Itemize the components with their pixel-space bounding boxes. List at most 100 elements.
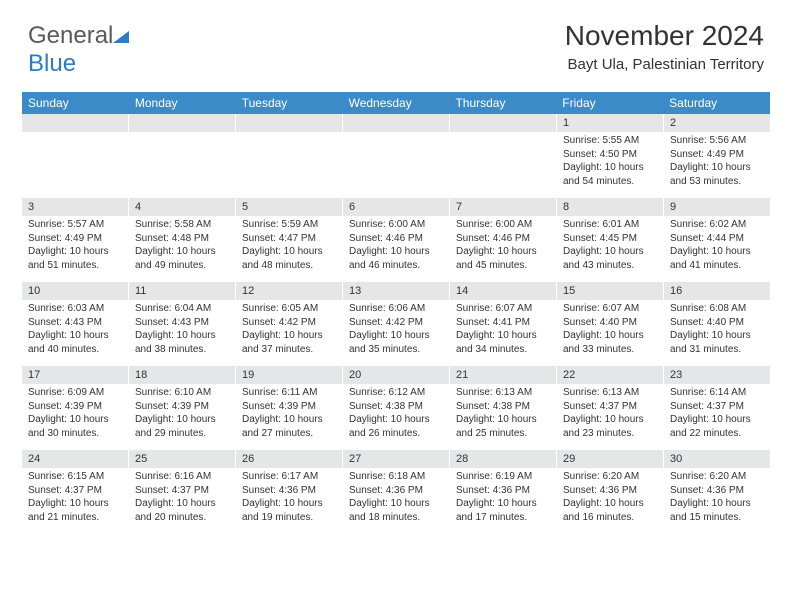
cell-body: Sunrise: 6:08 AMSunset: 4:40 PMDaylight:… [664, 300, 770, 362]
sunset-text: Sunset: 4:46 PM [349, 232, 443, 246]
calendar-cell: 25Sunrise: 6:16 AMSunset: 4:37 PMDayligh… [129, 450, 236, 534]
date-number: 30 [664, 450, 770, 468]
date-number: 28 [450, 450, 556, 468]
date-number: 9 [664, 198, 770, 216]
date-number: 11 [129, 282, 235, 300]
cell-body: Sunrise: 5:56 AMSunset: 4:49 PMDaylight:… [664, 132, 770, 194]
cell-body: Sunrise: 6:15 AMSunset: 4:37 PMDaylight:… [22, 468, 128, 530]
cell-body: Sunrise: 6:05 AMSunset: 4:42 PMDaylight:… [236, 300, 342, 362]
daylight-text: Daylight: 10 hours and 22 minutes. [670, 413, 764, 440]
date-number: 14 [450, 282, 556, 300]
date-number: 20 [343, 366, 449, 384]
sunrise-text: Sunrise: 6:00 AM [349, 218, 443, 232]
daylight-text: Daylight: 10 hours and 26 minutes. [349, 413, 443, 440]
daylight-text: Daylight: 10 hours and 40 minutes. [28, 329, 122, 356]
day-header: Saturday [663, 92, 770, 114]
calendar-cell: 22Sunrise: 6:13 AMSunset: 4:37 PMDayligh… [557, 366, 664, 450]
sunrise-text: Sunrise: 6:20 AM [563, 470, 657, 484]
date-number: 17 [22, 366, 128, 384]
cell-body: Sunrise: 6:04 AMSunset: 4:43 PMDaylight:… [129, 300, 235, 362]
sunset-text: Sunset: 4:37 PM [135, 484, 229, 498]
sunrise-text: Sunrise: 6:09 AM [28, 386, 122, 400]
cell-body: Sunrise: 6:00 AMSunset: 4:46 PMDaylight:… [343, 216, 449, 278]
calendar-cell: 1Sunrise: 5:55 AMSunset: 4:50 PMDaylight… [557, 114, 664, 198]
cell-body: Sunrise: 6:20 AMSunset: 4:36 PMDaylight:… [664, 468, 770, 530]
cell-body [129, 132, 235, 192]
sunrise-text: Sunrise: 6:10 AM [135, 386, 229, 400]
calendar-cell: 16Sunrise: 6:08 AMSunset: 4:40 PMDayligh… [664, 282, 770, 366]
week-row: 10Sunrise: 6:03 AMSunset: 4:43 PMDayligh… [22, 282, 770, 366]
cell-body: Sunrise: 6:18 AMSunset: 4:36 PMDaylight:… [343, 468, 449, 530]
cell-body: Sunrise: 6:13 AMSunset: 4:38 PMDaylight:… [450, 384, 556, 446]
logo: General Blue [28, 22, 131, 78]
daylight-text: Daylight: 10 hours and 15 minutes. [670, 497, 764, 524]
daylight-text: Daylight: 10 hours and 51 minutes. [28, 245, 122, 272]
day-header: Sunday [22, 92, 129, 114]
date-number: 2 [664, 114, 770, 132]
date-number: 6 [343, 198, 449, 216]
calendar-cell: 9Sunrise: 6:02 AMSunset: 4:44 PMDaylight… [664, 198, 770, 282]
daylight-text: Daylight: 10 hours and 41 minutes. [670, 245, 764, 272]
cell-body: Sunrise: 5:57 AMSunset: 4:49 PMDaylight:… [22, 216, 128, 278]
week-row: 17Sunrise: 6:09 AMSunset: 4:39 PMDayligh… [22, 366, 770, 450]
sunset-text: Sunset: 4:47 PM [242, 232, 336, 246]
sunrise-text: Sunrise: 6:14 AM [670, 386, 764, 400]
cell-body: Sunrise: 6:06 AMSunset: 4:42 PMDaylight:… [343, 300, 449, 362]
date-number: 5 [236, 198, 342, 216]
header: November 2024 Bayt Ula, Palestinian Terr… [565, 20, 764, 73]
sunset-text: Sunset: 4:38 PM [349, 400, 443, 414]
daylight-text: Daylight: 10 hours and 18 minutes. [349, 497, 443, 524]
sunset-text: Sunset: 4:36 PM [456, 484, 550, 498]
sunset-text: Sunset: 4:40 PM [563, 316, 657, 330]
sunset-text: Sunset: 4:39 PM [242, 400, 336, 414]
cell-body: Sunrise: 6:10 AMSunset: 4:39 PMDaylight:… [129, 384, 235, 446]
logo-text-general: General [28, 22, 113, 49]
sunrise-text: Sunrise: 6:05 AM [242, 302, 336, 316]
daylight-text: Daylight: 10 hours and 33 minutes. [563, 329, 657, 356]
sunrise-text: Sunrise: 5:56 AM [670, 134, 764, 148]
calendar-cell: 14Sunrise: 6:07 AMSunset: 4:41 PMDayligh… [450, 282, 557, 366]
date-number: 10 [22, 282, 128, 300]
calendar: Sunday Monday Tuesday Wednesday Thursday… [22, 92, 770, 534]
date-number [129, 114, 235, 132]
calendar-cell: 6Sunrise: 6:00 AMSunset: 4:46 PMDaylight… [343, 198, 450, 282]
sunset-text: Sunset: 4:50 PM [563, 148, 657, 162]
date-number [236, 114, 342, 132]
calendar-cell: 29Sunrise: 6:20 AMSunset: 4:36 PMDayligh… [557, 450, 664, 534]
cell-body [22, 132, 128, 192]
daylight-text: Daylight: 10 hours and 37 minutes. [242, 329, 336, 356]
sunrise-text: Sunrise: 6:00 AM [456, 218, 550, 232]
calendar-cell: 27Sunrise: 6:18 AMSunset: 4:36 PMDayligh… [343, 450, 450, 534]
week-row: 3Sunrise: 5:57 AMSunset: 4:49 PMDaylight… [22, 198, 770, 282]
weeks-container: 1Sunrise: 5:55 AMSunset: 4:50 PMDaylight… [22, 114, 770, 534]
daylight-text: Daylight: 10 hours and 27 minutes. [242, 413, 336, 440]
sunset-text: Sunset: 4:43 PM [28, 316, 122, 330]
sunset-text: Sunset: 4:40 PM [670, 316, 764, 330]
daylight-text: Daylight: 10 hours and 35 minutes. [349, 329, 443, 356]
sunset-text: Sunset: 4:37 PM [563, 400, 657, 414]
calendar-cell: 23Sunrise: 6:14 AMSunset: 4:37 PMDayligh… [664, 366, 770, 450]
sunrise-text: Sunrise: 6:04 AM [135, 302, 229, 316]
date-number [343, 114, 449, 132]
date-number: 19 [236, 366, 342, 384]
daylight-text: Daylight: 10 hours and 43 minutes. [563, 245, 657, 272]
cell-body: Sunrise: 5:58 AMSunset: 4:48 PMDaylight:… [129, 216, 235, 278]
cell-body: Sunrise: 6:09 AMSunset: 4:39 PMDaylight:… [22, 384, 128, 446]
day-headers-row: Sunday Monday Tuesday Wednesday Thursday… [22, 92, 770, 114]
calendar-cell: 28Sunrise: 6:19 AMSunset: 4:36 PMDayligh… [450, 450, 557, 534]
day-header: Wednesday [343, 92, 450, 114]
sunset-text: Sunset: 4:49 PM [670, 148, 764, 162]
daylight-text: Daylight: 10 hours and 19 minutes. [242, 497, 336, 524]
date-number: 13 [343, 282, 449, 300]
sunset-text: Sunset: 4:41 PM [456, 316, 550, 330]
calendar-cell [129, 114, 236, 198]
calendar-cell: 13Sunrise: 6:06 AMSunset: 4:42 PMDayligh… [343, 282, 450, 366]
calendar-cell: 4Sunrise: 5:58 AMSunset: 4:48 PMDaylight… [129, 198, 236, 282]
cell-body: Sunrise: 6:17 AMSunset: 4:36 PMDaylight:… [236, 468, 342, 530]
daylight-text: Daylight: 10 hours and 16 minutes. [563, 497, 657, 524]
date-number: 25 [129, 450, 235, 468]
sunrise-text: Sunrise: 5:57 AM [28, 218, 122, 232]
cell-body [236, 132, 342, 192]
cell-body: Sunrise: 6:07 AMSunset: 4:40 PMDaylight:… [557, 300, 663, 362]
day-header: Thursday [449, 92, 556, 114]
